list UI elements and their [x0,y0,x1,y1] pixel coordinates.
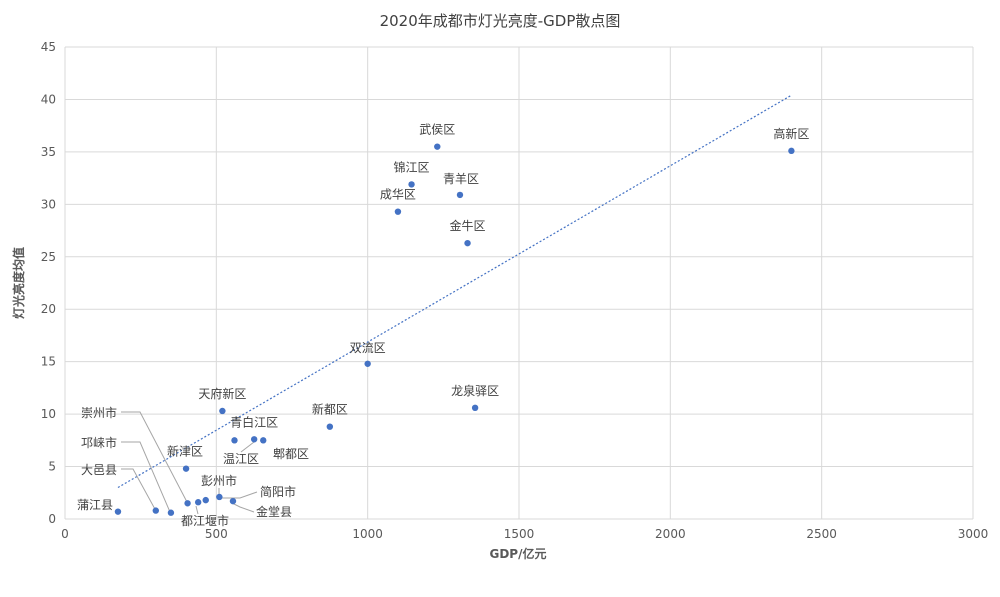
y-axis-ticks: 0 5 10 15 20 25 30 35 40 45 [41,40,56,526]
label-leader-line [121,411,188,503]
chart-title: 2020年成都市灯光亮度-GDP散点图 [380,12,621,30]
scatter-point [456,191,464,199]
label-leader-line [195,505,199,515]
point-label: 高新区 [773,126,809,141]
x-axis-ticks: 0 500 1000 1500 2000 2500 3000 [61,527,988,541]
point-label: 蒲江县 [77,498,113,512]
point-label: 双流区 [350,341,386,355]
x-axis-title: GDP/亿元 [490,546,547,561]
scatter-point [464,239,471,247]
point-label: 郫都区 [273,446,309,461]
y-tick-label: 30 [41,197,56,211]
scatter-point [182,465,190,472]
scatter-point [408,181,415,188]
scatter-point [326,423,334,430]
point-label: 青羊区 [443,171,479,186]
leader-lines [121,411,258,515]
x-tick-label: 0 [61,527,69,541]
point-label: 龙泉驿区 [451,384,499,398]
point-label: 青白江区 [230,414,278,429]
label-leader-line [121,441,171,513]
scatter-point [152,507,159,514]
point-label: 新都区 [312,402,348,417]
label-leader-line [121,468,157,512]
point-label: 天府新区 [198,386,246,401]
y-tick-label: 5 [48,460,56,474]
trendline-layer [117,94,792,489]
point-label: 温江区 [223,452,259,466]
label-leader-line [231,502,255,513]
x-tick-label: 500 [205,527,228,541]
data-points [114,143,795,516]
y-tick-label: 0 [48,512,56,526]
scatter-point [194,499,202,506]
scatter-point [231,437,238,444]
x-tick-label: 2000 [655,527,686,541]
scatter-point [364,360,371,367]
point-label: 都江堰市 [181,513,229,528]
scatter-point [114,508,122,515]
point-label: 成华区 [380,188,416,202]
label-leader-line [221,491,258,499]
scatter-point [260,437,267,444]
point-label: 简阳市 [260,484,296,499]
y-tick-label: 35 [41,145,56,159]
scatter-point [167,509,175,516]
y-tick-label: 40 [41,92,56,106]
point-label: 大邑县 [81,463,117,477]
y-tick-label: 25 [41,250,56,264]
scatter-point [219,407,226,415]
point-label: 崇州市 [81,405,117,420]
scatter-point [394,208,402,215]
point-label: 武侯区 [419,123,455,137]
y-axis-title: 灯光亮度均值 [11,247,26,319]
data-labels: 高新区 武侯区锦江区青羊区成华区金牛区双流区龙泉驿区新都区 天府新区青白江区温江区郫… [77,123,809,528]
scatter-point [229,497,237,505]
y-tick-label: 20 [41,302,56,316]
x-tick-label: 1500 [504,527,535,541]
gridlines [64,46,974,520]
x-tick-label: 2500 [806,527,837,541]
x-tick-label: 1000 [352,527,383,541]
y-tick-label: 10 [41,407,56,421]
scatter-point [788,147,795,155]
label-leader-line [240,441,255,453]
scatter-point [250,436,258,443]
scatter-point [184,500,191,507]
point-label: 锦江区 [394,160,430,174]
point-label: 邛崃市 [81,435,117,450]
scatter-point [434,143,441,150]
x-tick-label: 3000 [958,527,989,541]
y-tick-label: 15 [41,355,56,369]
scatter-point [202,496,209,504]
point-label: 新津区 [167,444,203,459]
point-label: 金牛区 [450,218,486,233]
point-label: 金堂县 [256,504,292,519]
y-tick-label: 45 [41,40,56,54]
point-label: 彭州市 [201,473,237,488]
scatter-point [471,404,479,412]
scatter-point [216,493,223,501]
linear-trendline [117,94,792,489]
